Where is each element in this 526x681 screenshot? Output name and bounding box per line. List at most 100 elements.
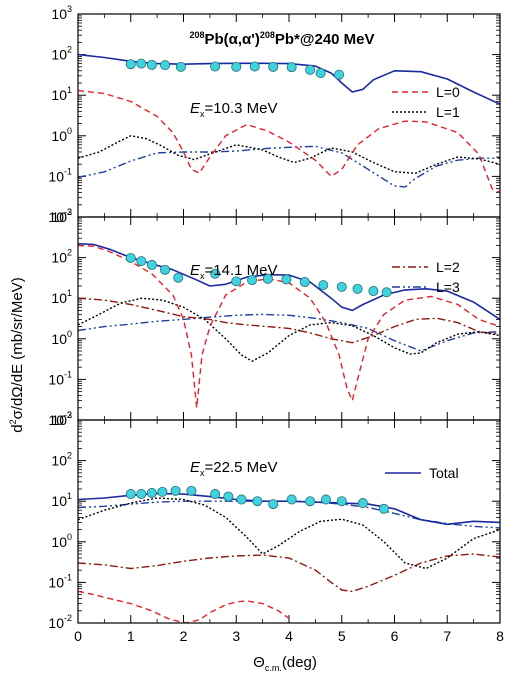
legend-label-L0: L=0 — [436, 84, 460, 100]
y-tick-label: 101 — [51, 491, 72, 509]
y-tick-label: 10-2 — [48, 207, 72, 225]
data-point — [318, 280, 329, 291]
y-tick-label: 103 — [51, 4, 72, 22]
y-tick-label: 101 — [51, 85, 72, 103]
data-point — [157, 486, 168, 497]
y-tick-label: 100 — [51, 329, 72, 347]
data-point — [125, 489, 136, 500]
data-point — [160, 60, 171, 71]
legend-label-L3: L=3 — [436, 279, 460, 295]
data-point — [281, 274, 292, 285]
data-point — [210, 489, 221, 500]
data-point — [210, 268, 221, 279]
data-point — [315, 68, 326, 79]
data-point — [334, 69, 345, 80]
y-tick-label: 102 — [51, 451, 72, 469]
y-tick-label: 10-2 — [48, 613, 72, 631]
series-line-L0 — [78, 244, 500, 409]
data-point — [305, 496, 316, 507]
data-point — [146, 259, 157, 270]
x-tick-label: 6 — [391, 628, 399, 644]
series-group — [78, 492, 500, 623]
x-tick-label: 2 — [180, 628, 188, 644]
x-tick-label: 8 — [496, 628, 504, 644]
x-tick-label: 5 — [338, 628, 346, 644]
x-tick-label: 3 — [232, 628, 240, 644]
series-line-L3 — [78, 500, 500, 529]
data-point — [357, 498, 368, 509]
y-tick-label: 10-2 — [48, 410, 72, 428]
series-line-L1 — [78, 297, 500, 362]
data-point — [136, 58, 147, 69]
y-tick-label: 103 — [51, 410, 72, 428]
panel-3: 10-2 10-1 100 101 102 103 0 1 2 3 4 5 6 7 8 Ex=22.5 MeV… — [48, 410, 504, 644]
legend-label-L2: L=2 — [436, 259, 460, 275]
panel-frame — [77, 216, 501, 421]
y-tick-label: 10-1 — [48, 369, 72, 387]
y-tick-label: 10-1 — [48, 166, 72, 184]
y-tick-label: 100 — [51, 126, 72, 144]
data-point — [252, 496, 263, 507]
data-point — [286, 62, 297, 73]
y-tick-label: 102 — [51, 248, 72, 266]
data-point — [352, 283, 363, 294]
data-point — [210, 61, 221, 72]
data-point — [299, 277, 310, 288]
y-tick-label: 102 — [51, 45, 72, 63]
data-point — [125, 59, 136, 70]
data-point — [231, 61, 242, 72]
series-line-L0 — [78, 590, 290, 623]
data-point — [186, 485, 197, 496]
y-tick-label: 10-1 — [48, 572, 72, 590]
x-tick-label: 4 — [285, 628, 293, 644]
x-tick-label: 7 — [443, 628, 451, 644]
data-point — [268, 61, 279, 72]
legend-label-total: Total — [429, 465, 459, 481]
energy-label: Ex=10.3 MeV — [190, 100, 277, 119]
data-point — [170, 485, 181, 496]
series-line-L0 — [78, 89, 500, 194]
data-point — [249, 61, 260, 72]
chart-title: 208Pb(α,α')208Pb*@240 MeV — [189, 30, 374, 48]
data-point — [231, 276, 242, 287]
data-point — [381, 287, 392, 298]
data-point — [146, 59, 157, 70]
y-tick-label: 101 — [51, 288, 72, 306]
series-line-L2 — [78, 553, 500, 593]
data-point — [136, 489, 147, 500]
data-point — [125, 252, 136, 263]
data-point — [136, 256, 147, 267]
y-tick-label: 103 — [51, 207, 72, 225]
x-axis-label: Θc.m.(deg) — [253, 654, 317, 673]
x-tick-label: 1 — [127, 628, 135, 644]
data-point — [305, 64, 316, 75]
y-axis-label: d2σ/dΩ/dE (mb/sr/MeV) — [8, 277, 26, 433]
data-point — [368, 286, 379, 297]
data-point — [223, 491, 234, 502]
series-line-L1 — [78, 135, 500, 174]
data-point — [336, 281, 347, 292]
panel-2: 10-2 10-1 100 101 102 103 Ex=14.1 MeV L=2 L=3 — [48, 207, 501, 428]
panel-frame — [77, 419, 501, 624]
data-point — [173, 272, 184, 283]
x-tick-label: 0 — [74, 628, 82, 644]
data-point — [146, 487, 157, 498]
energy-label: Ex=22.5 MeV — [190, 459, 277, 478]
legend-label-L1: L=1 — [436, 104, 460, 120]
series-line-L3 — [78, 313, 500, 352]
labels-layer: d2σ/dΩ/dE (mb/sr/MeV) Θc.m.(deg) 208Pb(α… — [8, 30, 375, 673]
panel-1: 10-2 10-1 100 101 102 103 Ex=10.3 MeV L=0 L=1 — [48, 4, 501, 225]
series-line-L1 — [78, 497, 500, 570]
data-point — [336, 496, 347, 507]
data-point — [247, 275, 258, 286]
series-group — [78, 53, 500, 194]
data-point — [268, 499, 279, 510]
data-point — [160, 264, 171, 275]
data-point — [262, 273, 273, 284]
data-point — [320, 494, 331, 505]
data-point — [236, 494, 247, 505]
data-point — [378, 503, 389, 514]
y-tick-label: 100 — [51, 532, 72, 550]
